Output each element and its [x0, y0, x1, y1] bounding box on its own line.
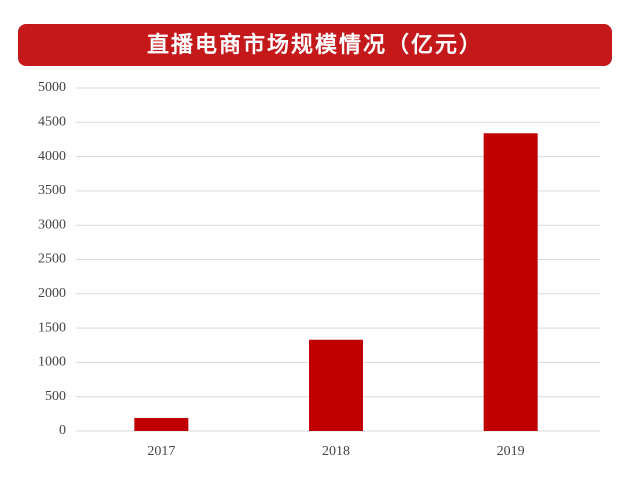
y-tick-label: 3000	[38, 217, 66, 232]
y-tick-label: 500	[45, 389, 66, 404]
y-tick-label: 2000	[38, 286, 66, 301]
bar	[483, 133, 538, 431]
x-tick-label: 2018	[322, 444, 350, 459]
y-tick-label: 3500	[38, 183, 66, 198]
bar	[134, 417, 189, 431]
chart-title: 直播电商市场规模情况（亿元）	[147, 32, 483, 58]
y-tick-label: 4500	[38, 115, 66, 130]
y-tick-label: 4000	[38, 149, 66, 164]
x-tick-label: 2017	[147, 444, 175, 459]
y-tick-label: 5000	[38, 80, 66, 95]
y-tick-label: 1500	[38, 320, 66, 335]
x-tick-label: 2019	[497, 444, 525, 459]
bar	[309, 339, 363, 431]
y-tick-label: 1000	[38, 355, 66, 370]
title-banner	[18, 24, 612, 66]
y-tick-label: 2500	[38, 252, 66, 267]
y-tick-label: 0	[59, 423, 66, 438]
